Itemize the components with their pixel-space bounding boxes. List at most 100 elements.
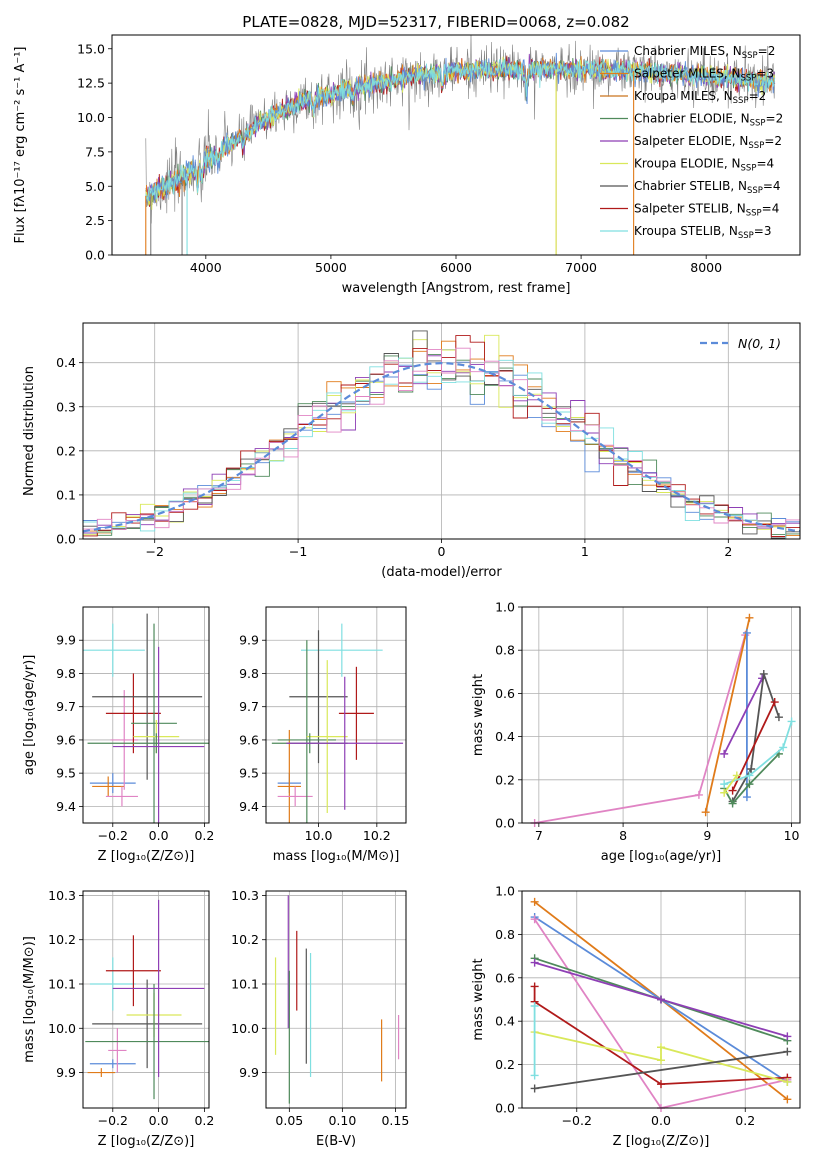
- y-axis-label: mass weight: [471, 958, 486, 1040]
- y-tick-label: 0.2: [56, 443, 76, 458]
- series-line: [704, 617, 751, 813]
- y-tick-label: 10.2: [48, 932, 76, 947]
- spectrum-series-line: [145, 35, 775, 224]
- legend-entry: N(0, 1): [738, 336, 781, 351]
- y-tick-label: 0.0: [495, 1101, 515, 1116]
- residuals-frame: [82, 322, 801, 540]
- y-tick-label: 9.7: [56, 699, 76, 714]
- series-line: [534, 1050, 788, 1090]
- y-tick-label: 9.8: [56, 666, 76, 681]
- y-tick-label: 10.3: [231, 888, 259, 903]
- mass_vs_Z-frame: [82, 890, 210, 1109]
- weight_vs_Z-frame: [521, 890, 801, 1109]
- series-marker: [745, 613, 754, 622]
- legend: N(0, 1): [700, 336, 781, 351]
- mass_vs_Z-points: [85, 899, 209, 1100]
- legend-entry: Chabrier MILES, NSSP=2: [634, 44, 775, 61]
- x-tick-label: 7000: [565, 260, 597, 275]
- series-marker: [720, 780, 729, 789]
- spectrum-series-line: [145, 58, 776, 202]
- series-marker: [657, 995, 665, 1004]
- series-marker: [779, 743, 788, 752]
- y-tick-label: 0.0: [495, 816, 515, 831]
- mass_vs_ebv-frame: [265, 890, 407, 1109]
- x-tick-label: −0.2: [562, 1113, 592, 1128]
- x-tick-label: 10.2: [363, 828, 391, 843]
- series-marker: [787, 717, 796, 726]
- mass_vs_ebv-points: [274, 895, 400, 1104]
- y-tick-label: 0.8: [495, 927, 515, 942]
- y-tick-label: 10.1: [48, 977, 76, 992]
- y-axis-label: age [log₁₀(age/yr)]: [22, 655, 37, 776]
- series-marker: [783, 1095, 792, 1104]
- series-marker: [720, 749, 729, 758]
- y-tick-label: 9.9: [239, 1065, 259, 1080]
- x-tick-label: 0.0: [651, 1113, 671, 1128]
- legend-entry: Salpeter STELIB, NSSP=4: [634, 202, 779, 219]
- legend-entry: Kroupa STELIB, NSSP=3: [634, 224, 772, 241]
- y-tick-label: 0.0: [85, 248, 105, 263]
- chart-title: PLATE=0828, MJD=52317, FIBERID=0068, z=0…: [242, 13, 629, 31]
- spectrum-frame: [111, 34, 801, 256]
- y-tick-label: 9.5: [239, 766, 259, 781]
- y-tick-label: 0.1: [56, 487, 76, 502]
- x-tick-label: 8: [619, 828, 627, 843]
- series-marker: [783, 1077, 792, 1086]
- series-marker: [530, 1002, 539, 1011]
- y-tick-label: 0.8: [495, 643, 515, 658]
- weight_vs_Z-axes: −0.2 0.0 0.2 0.0 0.2 0.4 0.6 0.8 1.0 Z [log₁₀(Z/Z…: [471, 884, 800, 1149]
- y-tick-label: 10.1: [231, 977, 259, 992]
- y-tick-label: 9.9: [239, 633, 259, 648]
- legend-entry: Salpeter MILES, NSSP=3: [634, 67, 774, 84]
- legend: Chabrier MILES, NSSP=2 Salpeter MILES, NS…: [600, 44, 783, 241]
- y-tick-label: 12.5: [77, 76, 105, 91]
- series-line: [723, 677, 763, 755]
- series-line: [534, 1031, 788, 1083]
- series-marker: [530, 897, 539, 906]
- x-tick-label: 0.10: [328, 1113, 356, 1128]
- y-tick-label: 0.6: [495, 686, 515, 701]
- age_vs_Z-points: [83, 613, 209, 823]
- legend-entry: Kroupa ELODIE, NSSP=4: [634, 157, 774, 174]
- legend-entry: Salpeter ELODIE, NSSP=2: [634, 134, 782, 151]
- x-tick-label: −2: [145, 544, 163, 559]
- weight_vs_age-axes: 7 8 9 10 0.0 0.2 0.4 0.6 0.8 1.0 age [log₁₀(age/yr…: [471, 600, 800, 864]
- y-tick-label: 0.6: [495, 970, 515, 985]
- x-tick-label: 9: [703, 828, 711, 843]
- x-tick-label: 0.2: [735, 1113, 755, 1128]
- x-tick-label: 10: [784, 828, 800, 843]
- series-line: [723, 721, 793, 785]
- series-marker: [742, 628, 751, 637]
- y-tick-label: 9.8: [239, 666, 259, 681]
- y-tick-label: 9.9: [56, 1065, 76, 1080]
- y-tick-label: 9.4: [56, 799, 76, 814]
- y-tick-label: 9.4: [239, 799, 259, 814]
- y-tick-label: 0.4: [56, 355, 76, 370]
- series-marker: [747, 765, 756, 773]
- y-axis-label: Flux [fλ10⁻¹⁷ erg cm⁻² s⁻¹ A⁻¹]: [13, 47, 28, 244]
- x-tick-label: 0.0: [149, 1113, 169, 1128]
- y-axis-label: mass [log₁₀(M/M⊙)]: [22, 936, 37, 1063]
- series-marker: [701, 808, 710, 817]
- x-tick-label: −1: [289, 544, 307, 559]
- x-axis-label: wavelength [Angstrom, rest frame]: [342, 281, 571, 296]
- x-tick-label: 1: [581, 544, 589, 559]
- y-tick-label: 9.6: [239, 732, 259, 747]
- x-axis-label: Z [log₁₀(Z/Z⊙)]: [613, 1134, 710, 1149]
- x-tick-label: 0.15: [381, 1113, 409, 1128]
- y-axis-label: mass weight: [471, 674, 486, 756]
- weight_vs_age-frame: [521, 606, 801, 824]
- legend-entry: Chabrier STELIB, NSSP=4: [634, 179, 781, 196]
- age_vs_Z-frame: [82, 606, 210, 824]
- y-tick-label: 10.0: [77, 110, 105, 125]
- y-axis-label: Normed distribution: [22, 366, 37, 496]
- y-tick-label: 2.5: [85, 213, 105, 228]
- age_vs_Z-axes: −0.2 0.0 0.2 9.4 9.5 9.6 9.7 9.8 9.9 Z [log₁₀(Z/Z…: [22, 607, 214, 864]
- y-tick-label: 10.2: [231, 932, 259, 947]
- y-tick-label: 7.5: [85, 144, 105, 159]
- legend-entry: Chabrier ELODIE, NSSP=2: [634, 112, 783, 129]
- series-marker: [745, 780, 754, 789]
- x-tick-label: 2: [724, 544, 732, 559]
- age_vs_mass-frame: [265, 606, 407, 824]
